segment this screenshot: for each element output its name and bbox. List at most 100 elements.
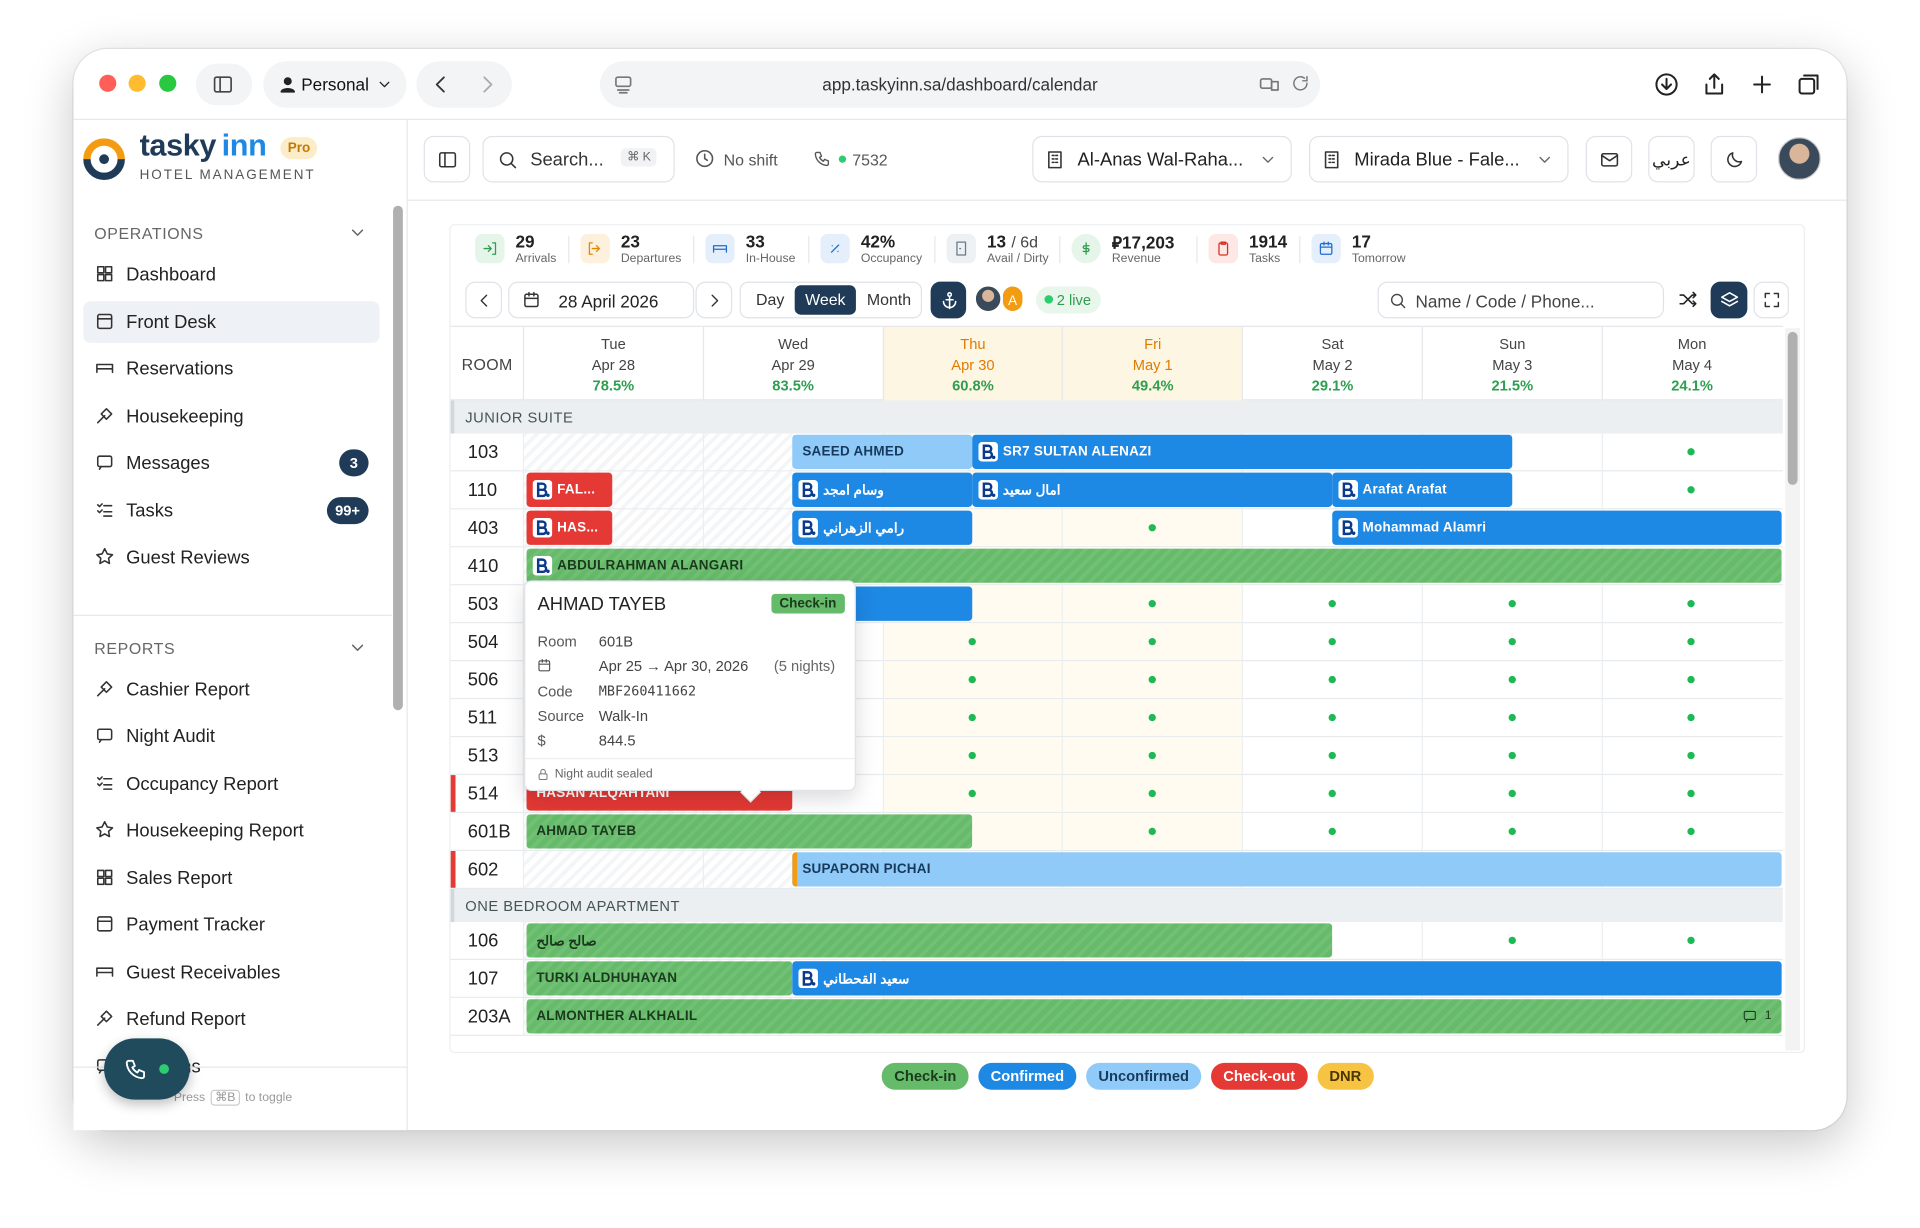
button[interactable]: Al-Anas Wal-Raha... [1032,135,1292,183]
view-option[interactable]: Week [794,285,856,315]
button[interactable]: Personal [263,61,407,108]
button[interactable]: عربي [1648,135,1695,183]
availability-dot [1687,600,1696,608]
button[interactable] [1710,281,1748,319]
nav-item[interactable]: Housekeeping [83,395,379,437]
user-avatar[interactable] [1777,137,1821,181]
window-control[interactable] [128,74,146,92]
ota-logo [532,555,553,576]
nav-item[interactable]: Tasks 99+ [83,489,379,531]
room-row: 203A ALMONTHER ALKHALIL 1 [450,997,1783,1036]
legend-item: Confirmed [978,1062,1077,1090]
button[interactable] [423,135,471,183]
nav-item[interactable]: Night Audit [83,715,379,757]
booking[interactable]: HAS... [526,510,613,545]
nav-item[interactable]: Guest Reviews [83,536,379,578]
cell-border [1421,661,1424,698]
booking[interactable]: رامي الزهراني [792,510,973,545]
booking[interactable]: سعيد القحطاني [792,961,1782,996]
nav-item[interactable]: Refund Report [83,998,379,1040]
button[interactable] [1753,281,1789,319]
button[interactable] [195,63,253,106]
booking[interactable]: وسام امجد [792,472,973,507]
nav-item[interactable]: Guest Receivables [83,951,379,993]
icon [94,772,115,793]
booking[interactable]: امال سعيد [972,472,1332,507]
stat-value: 1914 [1248,231,1288,252]
nav-buttons [416,61,512,108]
nav-item[interactable]: Cashier Report [83,668,379,710]
field-note: (5 nights) [773,657,836,676]
nav-item[interactable]: Reservations [83,348,379,390]
availability-dot [1328,751,1336,760]
stat-label: Occupancy [860,252,923,266]
view-option[interactable]: Month [866,290,912,309]
booking[interactable]: TURKI ALDHUHAYAN [526,961,793,996]
icon [1389,291,1407,309]
booking[interactable]: Arafat Arafat [1331,472,1512,507]
booking[interactable]: SUPAPORN PICHAI [792,852,1782,887]
day-name: Mon [1677,335,1707,353]
booking[interactable]: Mohammad Alamri [1331,510,1782,545]
divider [568,236,570,264]
booking[interactable]: ABDULRAHMAN ALANGARI [526,548,1782,583]
button[interactable] [465,281,503,319]
cell-border [1062,661,1064,698]
nav-item[interactable]: Dashboard [83,253,379,295]
hint-key: ⌘B [210,1089,241,1106]
button[interactable] [930,281,967,319]
button[interactable]: Mirada Blue - Fale... [1308,135,1569,183]
stat-icon [1311,233,1341,264]
call-button[interactable] [104,1038,190,1100]
nav-item[interactable]: Occupancy Report [83,762,379,804]
window-control[interactable] [159,74,177,92]
stat-icon [580,233,610,264]
day-column-header: Thu Apr 30 60.8% [882,326,1063,401]
room-number: 110 [467,480,498,501]
address-bar[interactable]: app.taskyinn.sa/dashboard/calendar [600,61,1321,108]
booking[interactable]: ALMONTHER ALKHALIL 1 [526,999,1782,1034]
booking[interactable]: AHMAD TAYEB [526,814,973,849]
room-row: 106 صالح صالح [450,922,1783,961]
nav-item[interactable]: Housekeeping Report [83,809,379,851]
nav-item[interactable]: Front Desk [83,300,380,343]
button[interactable] [695,281,733,319]
button[interactable] [1710,135,1758,183]
scrollbar [393,205,403,711]
icon [475,291,493,309]
window-control[interactable] [99,74,117,92]
cell-border [1062,813,1064,850]
nav-item[interactable]: Sales Report [83,857,379,899]
button[interactable] [1670,281,1706,319]
day-date: May 4 [1672,356,1713,374]
button[interactable] [1585,135,1633,183]
icon [1536,151,1554,169]
stat-value: 23 [620,231,640,252]
nav-item[interactable]: Messages 3 [83,442,379,484]
shortcut: ⌘ K [620,148,657,167]
field-value: Apr 25 → Apr 30, 2026 [598,657,749,676]
cell-border [1242,813,1244,850]
booking[interactable]: FAL... [526,472,613,507]
nav-badge: 3 [339,449,369,477]
day-name: Tue [600,335,626,353]
booking[interactable]: صالح صالح [526,923,1332,958]
nav-item[interactable]: Payment Tracker [83,904,379,946]
booking[interactable]: SAEED AHMED [792,434,973,469]
button[interactable]: 28 April 2026 [508,281,695,319]
booking[interactable]: SR7 SULTAN ALENAZI [972,434,1512,469]
icon [939,290,960,311]
cell-border [522,997,525,1035]
icon [705,291,723,309]
cell-border [1601,775,1603,812]
view-option[interactable]: Day [756,290,785,309]
guest-name: HAS... [557,520,599,536]
cell-border [882,661,884,698]
cell-border [1242,509,1244,547]
button[interactable]: Search... ⌘ K [482,135,675,183]
room-number: 511 [467,707,498,729]
icon [522,290,542,310]
button[interactable]: Name / Code / Phone... [1377,281,1665,319]
icon [1215,240,1232,257]
